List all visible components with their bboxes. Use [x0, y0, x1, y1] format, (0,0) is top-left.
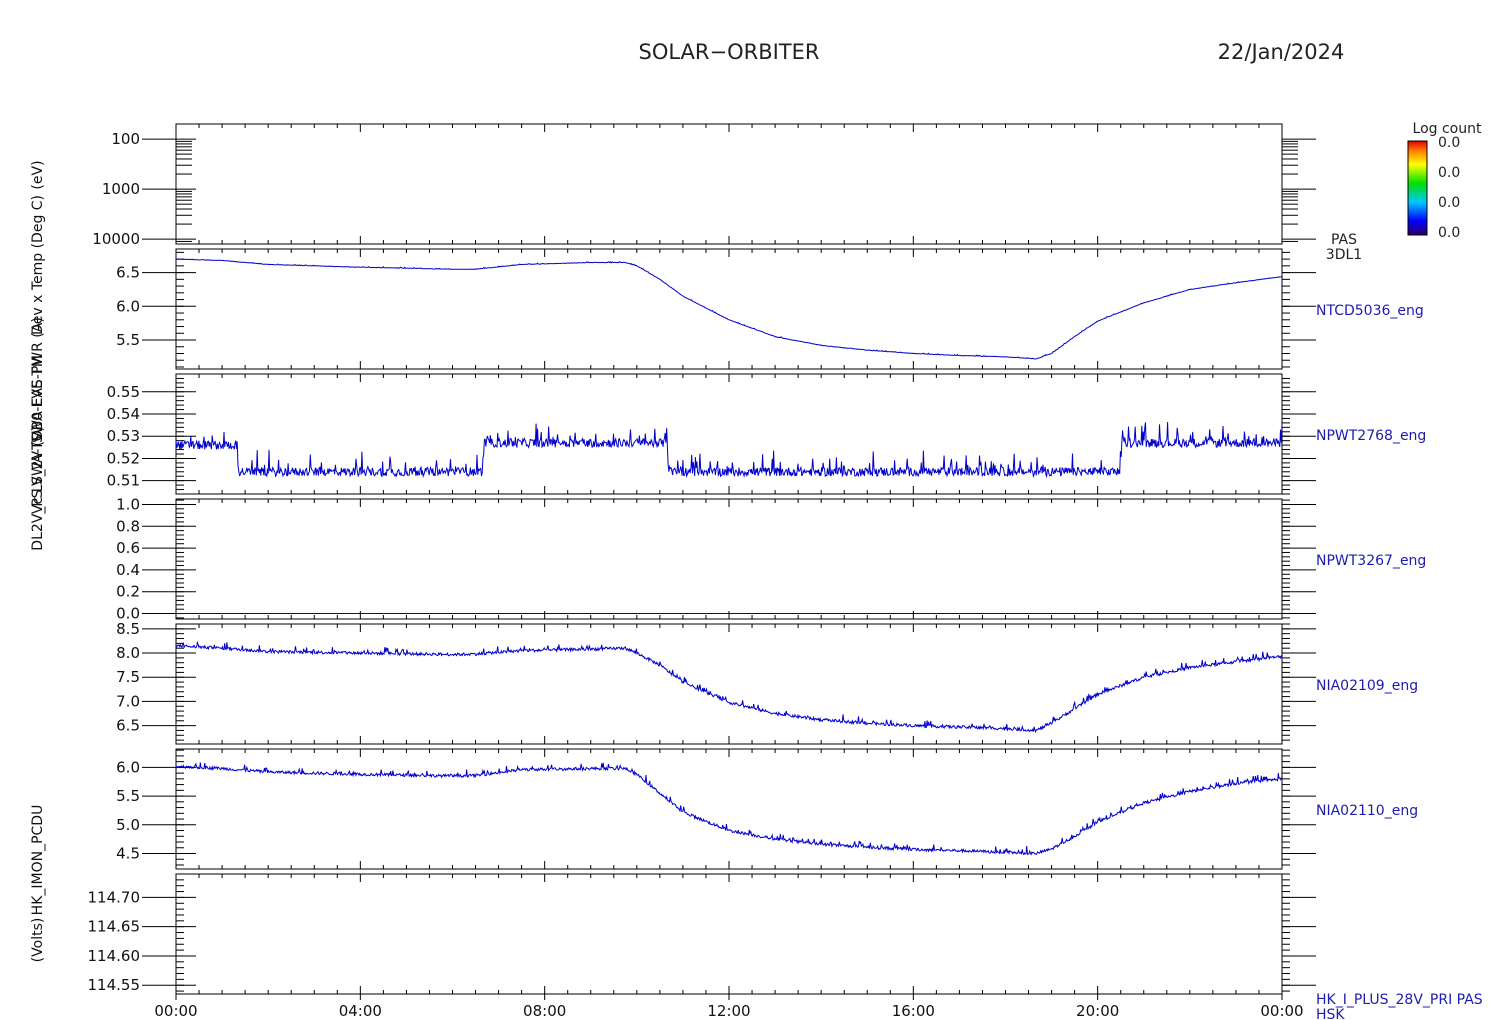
- y-tick-label: 0.54: [107, 405, 140, 423]
- series-line: [175, 258, 1283, 360]
- colorbar-label: 0.0: [1438, 225, 1460, 241]
- left-axis-title: Dev x Temp (Deg C): [30, 195, 46, 335]
- panel-right-label: NTCD5036_eng: [1316, 303, 1424, 319]
- colorbar-label: 0.0: [1438, 135, 1460, 151]
- y-tick-label: 0.0: [116, 605, 140, 623]
- colorbar-label: 0.0: [1438, 195, 1460, 211]
- y-tick-label: 114.55: [88, 976, 141, 994]
- panel-frame: [175, 873, 1283, 995]
- chart-date: 22/Jan/2024: [1218, 40, 1345, 64]
- y-tick-label: 4.5: [116, 844, 140, 862]
- panel-right-label: HSK: [1316, 1007, 1345, 1020]
- y-tick-label: 1.0: [116, 495, 140, 513]
- y-tick-label: 6.0: [116, 758, 140, 776]
- y-tick-label: 6.0: [116, 297, 140, 315]
- series-line: [175, 640, 1283, 734]
- x-tick-label: 04:00: [339, 1002, 382, 1020]
- left-axis-titles: (eV) Dev x Temp (Deg C)SWA-EAS-PWR (A)SWA…: [30, 160, 46, 962]
- y-tick-label: 0.51: [107, 472, 140, 490]
- chart-title: SOLAR−ORBITER: [638, 40, 819, 64]
- panel-right-label: NPWT3267_eng: [1316, 553, 1426, 569]
- y-tick-label: 0.53: [107, 427, 140, 445]
- y-tick-label: 8.0: [116, 644, 140, 662]
- panel-right-label: 3DL1: [1326, 247, 1362, 263]
- y-tick-label: 7.0: [116, 692, 140, 710]
- panel-right-label: PAS: [1331, 232, 1357, 248]
- series-line: [175, 421, 1283, 479]
- y-tick-label: 0.8: [116, 517, 140, 535]
- left-axis-title: SWA-EAS-PWR (A): [30, 317, 46, 443]
- y-tick-label: 100: [111, 130, 140, 148]
- chart-panel: 6.0 5.5 5.0 4.5 NIA02110_eng: [116, 748, 1418, 870]
- y-tick-label: 10000: [92, 230, 140, 248]
- colorbar-label: 0.0: [1438, 165, 1460, 181]
- x-tick-label: 12:00: [707, 1002, 750, 1020]
- left-axis-title: (eV): [30, 160, 46, 189]
- y-tick-label: 0.4: [116, 561, 140, 579]
- panel-right-label: NPWT2768_eng: [1316, 428, 1426, 444]
- chart-panel: 1.0 0.8 0.6 0.4 0.2 0.0 NPWT3267_eng: [116, 495, 1426, 622]
- time-axis: 00:00 04:00 08:00 12:00 16:00 20:00 00:00: [154, 124, 1304, 1020]
- colorbar-title: Log count: [1413, 121, 1482, 137]
- y-tick-label: 6.5: [116, 717, 140, 735]
- colorbar: Log count 0.0 0.0 0.0 0.0: [1407, 121, 1482, 241]
- y-tick-label: 7.5: [116, 668, 140, 686]
- panel-frame: [175, 498, 1283, 620]
- x-tick-label: 00:00: [1260, 1002, 1303, 1020]
- y-tick-label: 114.60: [88, 947, 141, 965]
- y-tick-label: 5.5: [116, 787, 140, 805]
- chart-panel: 8.5 8.0 7.5 7.0 6.5 NIA02109_eng: [116, 620, 1418, 745]
- x-tick-label: 00:00: [154, 1002, 197, 1020]
- left-axis-title: DL2V_PS: [30, 489, 46, 551]
- y-tick-label: 114.70: [88, 888, 141, 906]
- y-tick-label: 6.5: [116, 264, 140, 282]
- y-tick-label: 114.65: [88, 918, 141, 936]
- y-tick-label: 0.52: [107, 449, 140, 467]
- x-tick-label: 16:00: [892, 1002, 935, 1020]
- x-tick-label: 08:00: [523, 1002, 566, 1020]
- panel-frame: [175, 623, 1283, 745]
- y-tick-label: 5.5: [116, 331, 140, 349]
- panel-right-label: NIA02109_eng: [1316, 678, 1418, 694]
- chart-panel: 6.5 6.0 5.5 NTCD5036_eng: [116, 248, 1424, 370]
- x-tick-label: 20:00: [1076, 1002, 1119, 1020]
- left-axis-title: (Volts): [30, 918, 46, 963]
- left-axis-title: Vc LV_2V (V): [30, 426, 46, 514]
- chart-panel: 114.70 114.65 114.60 114.55 HK_I_PLUS_28V_PR…: [88, 873, 1483, 1020]
- panel-right-label: NIA02110_eng: [1316, 803, 1418, 819]
- y-tick-label: 5.0: [116, 816, 140, 834]
- panel-right-label: HK_I_PLUS_28V_PRI PAS: [1316, 992, 1483, 1008]
- y-tick-label: 0.2: [116, 583, 140, 601]
- colorbar-gradient: [1407, 140, 1428, 236]
- panel-frame: [175, 748, 1283, 870]
- left-axis-title: HK_IMON_PCDU: [30, 805, 46, 916]
- y-tick-label: 0.55: [107, 383, 140, 401]
- series-line: [175, 762, 1283, 856]
- left-axis-title: SWA-TOB0 EVE TM: [30, 355, 46, 485]
- y-tick-label: 8.5: [116, 620, 140, 638]
- panel-frame: [175, 123, 1283, 245]
- y-tick-label: 1000: [102, 180, 140, 198]
- panel-frame: [175, 373, 1283, 495]
- y-tick-label: 0.6: [116, 539, 140, 557]
- chart-panel: 0.55 0.54 0.53 0.52 0.51 NPWT2768_eng: [107, 373, 1426, 495]
